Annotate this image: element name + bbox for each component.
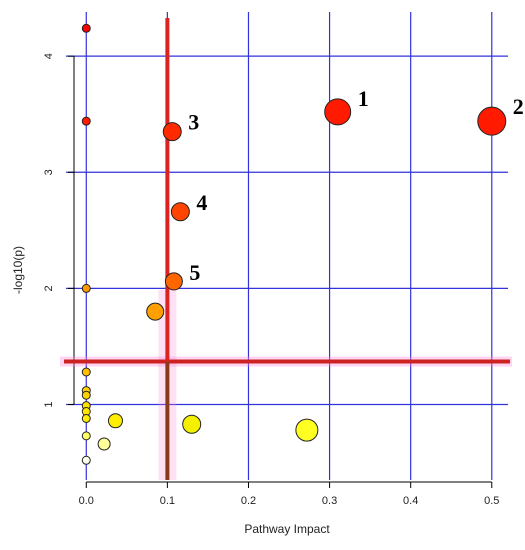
data-point bbox=[477, 106, 507, 136]
y-tick-label: 3 bbox=[43, 169, 55, 175]
point-label: 1 bbox=[358, 86, 369, 111]
x-tick-label: 0.4 bbox=[403, 495, 418, 507]
data-point bbox=[81, 455, 91, 465]
data-point bbox=[182, 414, 202, 434]
axes: 1 2 3 4 0.0 0.1 0.2 0.3 0.4 0.5 bbox=[43, 53, 499, 507]
y-tick-label: 4 bbox=[43, 53, 55, 59]
data-points bbox=[81, 23, 507, 465]
data-point bbox=[81, 431, 91, 441]
point-label: 4 bbox=[196, 190, 207, 215]
y-axis-title: -log10(p) bbox=[11, 246, 25, 294]
data-point bbox=[81, 367, 91, 377]
data-point bbox=[81, 283, 91, 293]
grid-lines bbox=[66, 12, 508, 480]
x-tick-label: 0.1 bbox=[160, 495, 175, 507]
data-point bbox=[324, 98, 352, 126]
data-point bbox=[170, 202, 190, 222]
point-label: 2 bbox=[513, 94, 524, 119]
data-point bbox=[295, 418, 319, 442]
x-tick-label: 0.5 bbox=[484, 495, 499, 507]
data-point bbox=[107, 413, 123, 429]
x-tick-label: 0.2 bbox=[241, 495, 256, 507]
data-point bbox=[97, 437, 111, 451]
data-point bbox=[81, 23, 91, 33]
threshold-lines bbox=[60, 18, 512, 480]
y-tick-label: 2 bbox=[43, 285, 55, 291]
point-label: 3 bbox=[188, 110, 199, 135]
x-tick-label: 0.0 bbox=[79, 495, 94, 507]
data-point bbox=[81, 413, 91, 423]
x-axis-title: Pathway Impact bbox=[244, 522, 330, 536]
data-point bbox=[164, 272, 183, 291]
point-label: 5 bbox=[189, 260, 200, 285]
data-point bbox=[81, 390, 91, 400]
y-tick-label: 1 bbox=[43, 401, 55, 407]
point-labels: 1 2 3 4 5 bbox=[188, 86, 524, 285]
data-point bbox=[81, 116, 91, 126]
x-tick-label: 0.3 bbox=[322, 495, 337, 507]
data-point bbox=[146, 302, 165, 321]
data-point bbox=[162, 122, 182, 142]
